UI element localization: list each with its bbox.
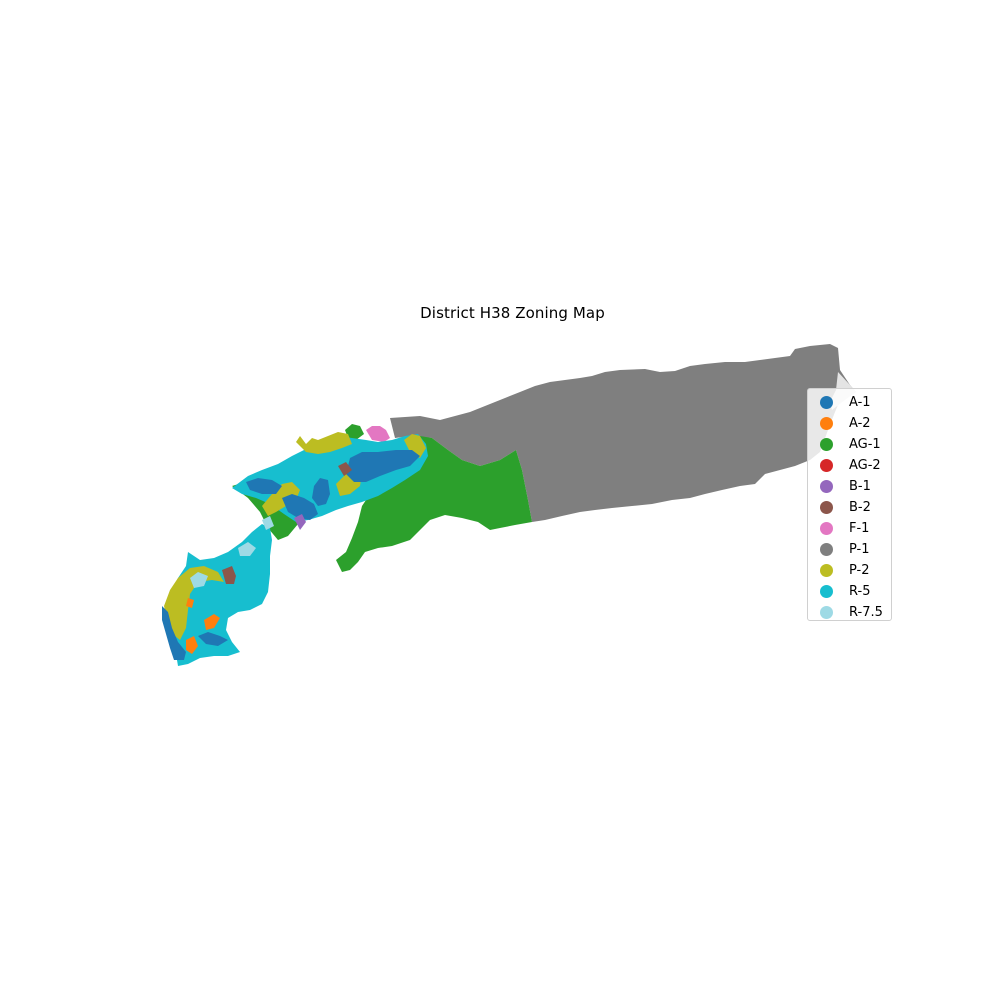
legend-marker: [820, 501, 833, 514]
legend-marker: [820, 606, 833, 619]
zone-p-2-ridge: [262, 482, 300, 516]
legend-marker: [820, 459, 833, 472]
legend-marker: [820, 438, 833, 451]
zone-ag-1-strip: [345, 424, 364, 440]
legend-item: F-1: [808, 518, 891, 539]
zone-r-7-5-parcel-1: [190, 572, 208, 588]
legend-marker: [820, 564, 833, 577]
zone-r-7-5-parcel-2: [238, 542, 256, 556]
legend-label: R-5: [849, 584, 871, 599]
zone-a-1-valley: [312, 478, 330, 506]
zone-a-2-parcel-2: [186, 636, 198, 654]
legend-label: AG-2: [849, 458, 881, 473]
zone-a-2-parcel-3: [186, 598, 194, 608]
legend-marker: [820, 417, 833, 430]
legend-item: P-2: [808, 560, 891, 581]
zone-a-2-parcel-1: [204, 614, 220, 630]
legend-item: P-1: [808, 539, 891, 560]
zone-ag-1-region: [336, 436, 532, 572]
legend-item: A-1: [808, 392, 891, 413]
legend-marker: [820, 396, 833, 409]
legend-label: B-1: [849, 479, 871, 494]
legend-item: A-2: [808, 413, 891, 434]
zone-a-1-center: [282, 494, 318, 520]
map-legend: A-1 A-2 AG-1 AG-2 B-1 B-2 F-1 P-1 P-2 R-5 R-7.5: [807, 388, 892, 621]
zone-b-2-parcel-2: [338, 462, 352, 476]
legend-item: B-1: [808, 476, 891, 497]
legend-label: P-1: [849, 542, 870, 557]
legend-item: B-2: [808, 497, 891, 518]
zone-r-5-south: [164, 524, 272, 666]
legend-item: AG-2: [808, 455, 891, 476]
zone-r-7-5-parcel-3: [262, 516, 274, 530]
map-title: District H38 Zoning Map: [420, 304, 605, 322]
legend-label: R-7.5: [849, 605, 883, 620]
legend-item: AG-1: [808, 434, 891, 455]
legend-label: A-2: [849, 416, 871, 431]
zone-b-1-parcel: [294, 514, 306, 530]
legend-label: A-1: [849, 395, 871, 410]
zone-p-1-region: [390, 344, 856, 522]
zone-b-2-parcel-1: [222, 566, 236, 584]
legend-label: F-1: [849, 521, 870, 536]
zone-p-2-north: [296, 432, 352, 454]
legend-label: P-2: [849, 563, 870, 578]
zone-p-2-west: [164, 566, 224, 640]
legend-marker: [820, 522, 833, 535]
legend-item: R-7.5: [808, 602, 891, 623]
zone-a-1-south: [198, 632, 228, 646]
legend-label: B-2: [849, 500, 871, 515]
zone-a-1-southwest: [162, 606, 186, 660]
legend-marker: [820, 585, 833, 598]
legend-marker: [820, 543, 833, 556]
zone-p-2-east: [404, 434, 426, 458]
zone-a-1-north: [346, 450, 420, 482]
legend-marker: [820, 480, 833, 493]
legend-item: R-5: [808, 581, 891, 602]
legend-label: AG-1: [849, 437, 881, 452]
zone-f-1-region: [366, 426, 390, 442]
zone-a-1-ridge: [246, 478, 282, 494]
